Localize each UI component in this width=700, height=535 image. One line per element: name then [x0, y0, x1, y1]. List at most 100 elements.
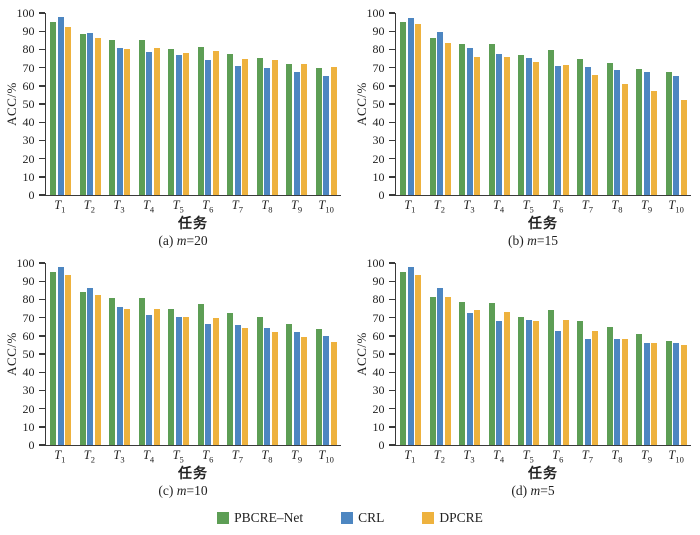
y-tick-label: 80	[372, 42, 385, 57]
legend-label: CRL	[358, 509, 385, 525]
y-tick-mark: 20	[23, 403, 45, 415]
bar-group-T2	[76, 13, 106, 195]
y-tick-mark: 10	[373, 421, 395, 433]
legend-label: PBCRE–Net	[234, 509, 304, 525]
bar-DPCRE-T4	[503, 312, 510, 445]
y-tick-label: 20	[372, 401, 385, 416]
y-tick-label: 20	[22, 151, 35, 166]
caption-variable: m	[176, 233, 187, 248]
bar-group-T2	[76, 263, 106, 445]
bar-DPCRE-T7	[592, 331, 599, 445]
x-tick-label-T1: T1	[404, 448, 416, 465]
y-tick-label: 40	[22, 115, 35, 130]
bar-CRL-T10	[673, 75, 680, 195]
bar-PBCRE–Net-T9	[286, 323, 293, 445]
x-tick-label-T6: T6	[202, 448, 214, 465]
bar-group-T3	[455, 13, 485, 195]
bar-PBCRE–Net-T2	[429, 37, 436, 195]
bar-DPCRE-T2	[444, 296, 451, 445]
subplot-caption: (a) m=20	[25, 233, 341, 249]
bar-group-T7	[223, 263, 253, 445]
subplot-grid: ACC/% 0 10 20 30 40 50 60 70 80 90 100 T1 T2 T3 T4 T5 T…	[0, 7, 691, 500]
bar-DPCRE-T9	[651, 91, 658, 195]
x-tick-label-T8: T8	[611, 448, 623, 465]
x-axis-title: 任务	[178, 467, 208, 482]
bar-group-T5	[164, 13, 194, 195]
x-tick-label-T4: T4	[492, 448, 505, 465]
bar-CRL-T2	[437, 288, 444, 445]
y-tick-label: 90	[22, 274, 35, 289]
bar-group-T8	[253, 263, 283, 445]
bar-CRL-T3	[466, 313, 473, 445]
bar-group-T4	[135, 263, 165, 445]
bar-PBCRE–Net-T7	[577, 58, 584, 195]
y-tick-mark: 30	[23, 134, 45, 146]
bar-CRL-T1	[407, 266, 414, 445]
bar-PBCRE–Net-T2	[429, 296, 436, 445]
bar-CRL-T4	[146, 314, 153, 445]
bar-CRL-T7	[234, 324, 241, 445]
bar-PBCRE–Net-T1	[400, 22, 407, 195]
bar-PBCRE–Net-T1	[50, 272, 57, 445]
bar-group-T6	[194, 13, 224, 195]
bar-group-T3	[105, 263, 135, 445]
y-tick-label: 70	[22, 60, 35, 75]
x-tick-label-T3: T3	[113, 448, 125, 465]
y-tick-mark: 0	[29, 189, 45, 201]
bar-PBCRE–Net-T3	[459, 43, 466, 195]
bar-PBCRE–Net-T4	[488, 303, 495, 445]
bar-DPCRE-T10	[680, 344, 687, 445]
y-tick-mark: 90	[23, 275, 45, 287]
legend-swatch-icon	[217, 511, 230, 524]
bar-DPCRE-T9	[301, 336, 308, 445]
caption-value: =20	[186, 233, 208, 248]
y-tick-mark: 40	[373, 366, 395, 378]
bar-DPCRE-T5	[533, 62, 540, 195]
bar-PBCRE–Net-T5	[518, 54, 525, 195]
y-axis-title: ACC/%	[4, 82, 19, 126]
bar-series-container	[396, 13, 691, 195]
legend-swatch-icon	[341, 511, 354, 524]
y-tick-label: 50	[22, 97, 35, 111]
y-axis-title: ACC/%	[354, 332, 369, 376]
bar-group-T6	[544, 13, 574, 195]
subplot-c-m10: ACC/% 0 10 20 30 40 50 60 70 80 90 100 T1 T2 T3 T4 T5 T…	[0, 250, 350, 500]
bar-group-T7	[573, 263, 603, 445]
y-tick-mark: 10	[373, 171, 395, 183]
bar-DPCRE-T8	[621, 83, 628, 195]
x-axis-title: 任务	[528, 217, 558, 232]
caption-prefix: (d)	[511, 483, 531, 498]
bar-group-T4	[485, 263, 515, 445]
bar-series-container	[396, 263, 691, 445]
bar-CRL-T9	[643, 72, 650, 195]
subplot-caption: (b) m=15	[375, 233, 691, 249]
x-tick-label-T2: T2	[433, 448, 445, 465]
legend: PBCRE–Net CRL DPCRE	[0, 500, 700, 535]
x-tick-label-T4: T4	[142, 198, 155, 215]
bar-CRL-T8	[264, 327, 271, 445]
caption-variable: m	[530, 483, 541, 498]
x-tick-label-T7: T7	[231, 198, 243, 215]
caption-value: =15	[536, 233, 558, 248]
bar-PBCRE–Net-T6	[197, 303, 204, 445]
bar-DPCRE-T1	[415, 274, 422, 445]
bar-group-T9	[632, 13, 662, 195]
y-tick-mark: 0	[379, 189, 395, 201]
y-tick-label: 0	[378, 437, 385, 452]
y-tick-mark: 20	[373, 403, 395, 415]
y-tick-mark: 50	[373, 98, 395, 110]
bar-group-T5	[514, 263, 544, 445]
y-tick-mark: 30	[23, 384, 45, 396]
bar-CRL-T8	[614, 70, 621, 195]
x-tick-label-T3: T3	[463, 198, 475, 215]
bar-group-T1	[46, 13, 76, 195]
bar-CRL-T3	[466, 47, 473, 195]
bar-PBCRE–Net-T8	[256, 316, 263, 445]
y-axis-title: ACC/%	[4, 332, 19, 376]
y-tick-mark: 100	[17, 7, 45, 19]
bar-DPCRE-T3	[124, 49, 131, 195]
x-tick-label-T10: T10	[318, 448, 334, 465]
bar-CRL-T5	[525, 320, 532, 445]
x-tick-label-T8: T8	[261, 448, 273, 465]
